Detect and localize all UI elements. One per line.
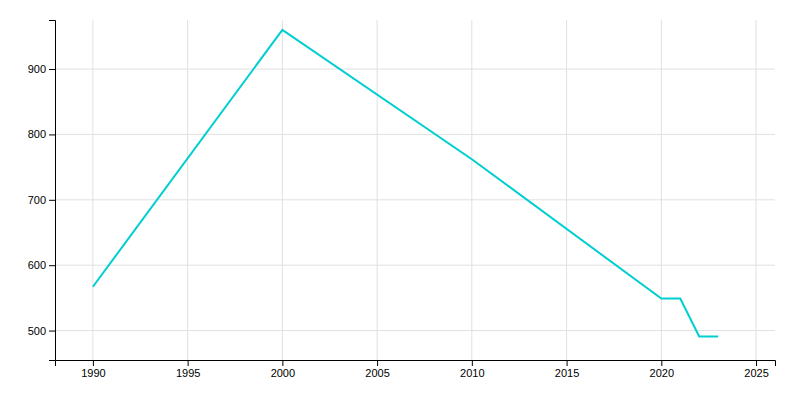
line: [93, 30, 718, 337]
x-grid-line: [471, 20, 472, 360]
x-tick-mark: [93, 360, 94, 366]
y-tick-mark: [49, 134, 55, 135]
y-grid-line: [55, 199, 775, 200]
y-tick-mark: [49, 331, 55, 332]
x-grid-line: [187, 20, 188, 360]
x-tick: 2000: [271, 360, 295, 379]
chart: 1990 1995 2000 2005 2010 2015 2020 2025 500 600 70…: [0, 0, 800, 400]
x-tick: 2005: [365, 360, 389, 379]
plot: 1990 1995 2000 2005 2010 2015 2020 2025 500 600 70…: [28, 20, 776, 379]
y-tick-label: 800: [28, 128, 46, 140]
y-tick-label: 500: [28, 325, 46, 337]
y-tick: 900: [28, 63, 55, 75]
x-grid-line: [566, 20, 567, 360]
x-grid-line: [661, 20, 662, 360]
x-grid-line: [377, 20, 378, 360]
x-tick-mark: [472, 360, 473, 366]
x-tick-mark: [567, 360, 568, 366]
y-axis: 500 600 700 800 900: [28, 21, 56, 361]
x-tick-label: 2010: [460, 367, 484, 379]
x-tick-label: 2005: [365, 367, 389, 379]
x-tick-label: 2020: [650, 367, 674, 379]
marks: [93, 30, 718, 337]
x-tick-label: 2000: [271, 367, 295, 379]
x-tick-mark: [377, 360, 378, 366]
y-tick-label: 900: [28, 63, 46, 75]
x-axis-line: [56, 361, 776, 367]
x-tick: 1995: [176, 360, 200, 379]
y-tick: 700: [28, 194, 55, 206]
x-tick-label: 1995: [176, 367, 200, 379]
x-tick: 1990: [81, 360, 105, 379]
y-tick: 800: [28, 128, 55, 140]
y-grid-line: [55, 134, 775, 135]
y-axis-line: [49, 21, 56, 361]
y-tick-mark: [49, 69, 55, 70]
y-grid-line: [55, 330, 775, 331]
y-tick-label: 700: [28, 194, 46, 206]
x-tick-label: 2015: [555, 367, 579, 379]
x-axis: 1990 1995 2000 2005 2010 2015 2020 2025: [56, 360, 776, 379]
y-grid-line: [55, 69, 775, 70]
x-tick: 2025: [744, 360, 768, 379]
x-tick: 2010: [460, 360, 484, 379]
y-tick-mark: [49, 265, 55, 266]
x-tick-mark: [661, 360, 662, 366]
y-grid-line: [55, 265, 775, 266]
y-tick-label: 600: [28, 259, 46, 271]
x-tick-label: 1990: [81, 367, 105, 379]
y-tick: 500: [28, 325, 55, 337]
x-tick-label: 2025: [744, 367, 768, 379]
x-grid-line: [756, 20, 757, 360]
x-tick: 2020: [650, 360, 674, 379]
x-grid-line: [92, 20, 93, 360]
x-grid-line: [282, 20, 283, 360]
x-tick-mark: [188, 360, 189, 366]
grid: [55, 20, 775, 360]
x-tick-mark: [756, 360, 757, 366]
x-tick-mark: [282, 360, 283, 366]
x-tick: 2015: [555, 360, 579, 379]
y-tick: 600: [28, 259, 55, 271]
y-tick-mark: [49, 200, 55, 201]
